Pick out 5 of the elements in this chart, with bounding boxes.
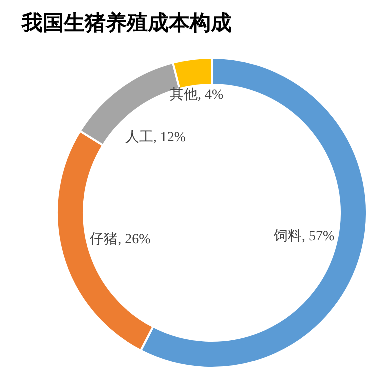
- slice-label: 其他, 4%: [170, 86, 224, 103]
- slice-label: 人工, 12%: [125, 130, 186, 146]
- slice-label: 饲料, 57%: [272, 228, 335, 244]
- slice-label: 仔猪, 26%: [90, 231, 152, 248]
- chart-title: 我国生猪养殖成本构成: [21, 11, 232, 35]
